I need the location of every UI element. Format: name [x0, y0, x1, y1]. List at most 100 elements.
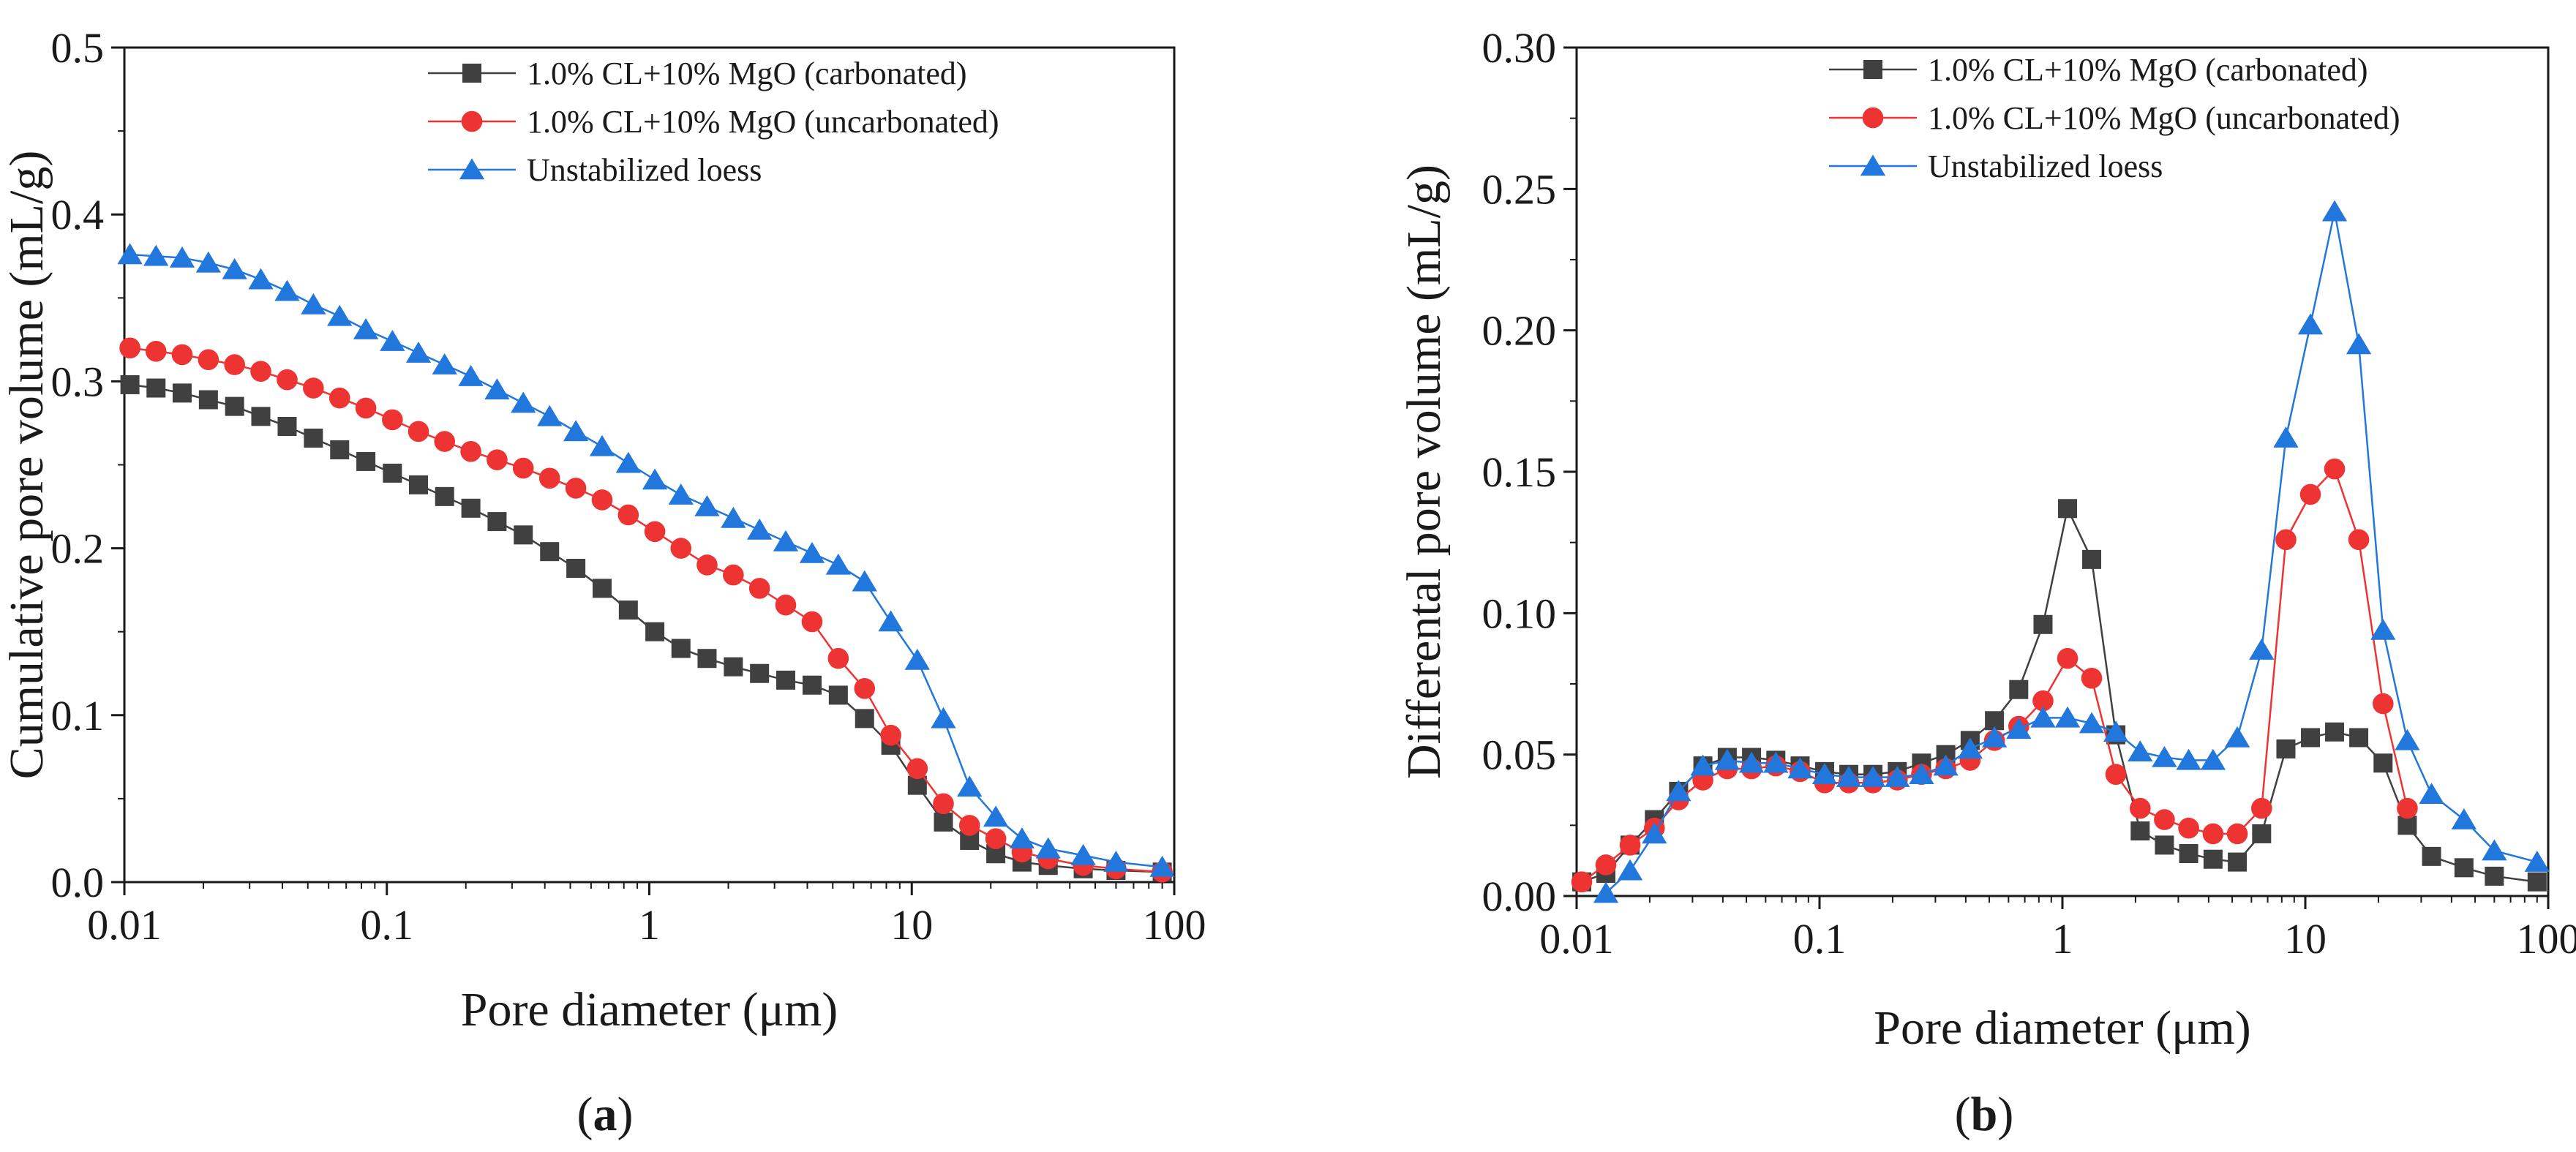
- data-point: [694, 494, 720, 516]
- data-point: [2251, 797, 2272, 819]
- data-point: [2372, 693, 2394, 715]
- data-point: [2301, 728, 2321, 748]
- data-point: [303, 377, 324, 399]
- data-point: [828, 685, 848, 705]
- data-point: [696, 554, 718, 576]
- data-point: [2079, 712, 2105, 734]
- x-axis-title: Pore diameter (μm): [461, 983, 838, 1036]
- data-point: [330, 440, 350, 459]
- legend: 1.0% CL+10% MgO (carbonated) 1.0% CL+10% …: [428, 56, 999, 188]
- data-point: [2155, 835, 2174, 855]
- x-tick-label: 0.01: [1539, 915, 1614, 963]
- series-line: [1605, 211, 2538, 895]
- x-tick-label: 10: [2284, 915, 2327, 963]
- y-tick-label: 0.1: [51, 692, 105, 739]
- data-point: [825, 553, 852, 575]
- data-point: [2103, 720, 2129, 742]
- data-point: [1836, 766, 1862, 787]
- data-point: [145, 341, 167, 362]
- data-point: [2370, 618, 2396, 640]
- data-point: [801, 611, 823, 633]
- data-point: [985, 828, 1007, 849]
- data-point: [2058, 499, 2078, 519]
- data-point: [274, 279, 300, 301]
- data-point: [355, 397, 377, 419]
- series-3: [1593, 200, 2550, 903]
- data-point: [146, 378, 166, 398]
- x-tick-label: 10: [890, 901, 933, 949]
- data-point: [540, 542, 560, 562]
- data-point: [2179, 844, 2198, 863]
- data-point: [514, 525, 533, 545]
- data-point: [2128, 740, 2153, 762]
- data-point: [617, 504, 639, 526]
- data-point: [2324, 458, 2346, 480]
- data-point: [668, 483, 694, 505]
- series-line: [1581, 505, 2537, 883]
- data-point: [225, 396, 244, 416]
- legend-marker: [1862, 107, 1884, 129]
- data-point: [854, 677, 876, 699]
- data-point: [2527, 872, 2547, 892]
- data-point: [1690, 754, 1716, 776]
- data-point: [2348, 529, 2370, 551]
- data-point: [802, 675, 822, 695]
- data-point: [852, 570, 877, 592]
- data-point: [1787, 757, 1813, 779]
- data-point: [356, 451, 376, 471]
- data-point: [2154, 809, 2175, 830]
- x-axis-title: Pore diameter (μm): [1874, 1001, 2251, 1055]
- series-2: [119, 337, 1173, 883]
- panel-caption: (b): [1955, 1088, 2014, 1141]
- data-point: [538, 467, 560, 489]
- data-point: [644, 521, 666, 543]
- data-point: [1595, 854, 1617, 876]
- x-tick-label: 100: [2517, 915, 2576, 963]
- y-tick-label: 0.15: [1482, 448, 1557, 496]
- data-point: [2321, 200, 2348, 222]
- data-point: [645, 622, 665, 641]
- data-point: [565, 478, 587, 499]
- data-point: [1619, 835, 1641, 856]
- data-point: [2395, 729, 2420, 750]
- data-point: [1642, 822, 1667, 844]
- data-point: [2252, 824, 2272, 843]
- data-point: [251, 407, 271, 426]
- data-point: [277, 369, 298, 391]
- y-tick-label: 0.30: [1482, 24, 1557, 72]
- data-point: [1885, 766, 1910, 787]
- data-point: [2226, 823, 2248, 845]
- data-point: [512, 457, 534, 479]
- data-point: [1035, 837, 1061, 859]
- data-point: [1593, 881, 1619, 903]
- data-point: [511, 391, 536, 413]
- legend-label: 1.0% CL+10% MgO (uncarbonated): [1928, 100, 2400, 136]
- data-point: [724, 657, 743, 677]
- series-1: [120, 374, 1172, 882]
- data-point: [224, 354, 245, 375]
- data-point: [143, 244, 169, 266]
- y-tick-label: 0.3: [51, 358, 105, 405]
- legend-item: 1.0% CL+10% MgO (uncarbonated): [428, 104, 999, 140]
- data-point: [2275, 529, 2297, 551]
- data-point: [172, 383, 192, 403]
- data-point: [615, 451, 642, 473]
- data-point: [2299, 483, 2321, 505]
- data-point: [2006, 718, 2032, 739]
- y-tick-label: 0.5: [51, 24, 105, 72]
- data-point: [277, 417, 297, 437]
- data-point: [592, 579, 612, 598]
- data-point: [2176, 748, 2201, 770]
- data-point: [1149, 855, 1175, 877]
- x-tick-label: 0.1: [1793, 915, 1847, 963]
- y-tick-label: 0.0: [51, 859, 105, 906]
- data-point: [2297, 313, 2324, 335]
- data-point: [775, 594, 797, 616]
- data-point: [591, 489, 613, 511]
- data-point: [460, 440, 481, 462]
- data-point: [1860, 766, 1886, 787]
- data-point: [878, 610, 904, 632]
- data-point: [983, 805, 1009, 827]
- data-point: [1933, 754, 1959, 776]
- data-point: [563, 420, 589, 442]
